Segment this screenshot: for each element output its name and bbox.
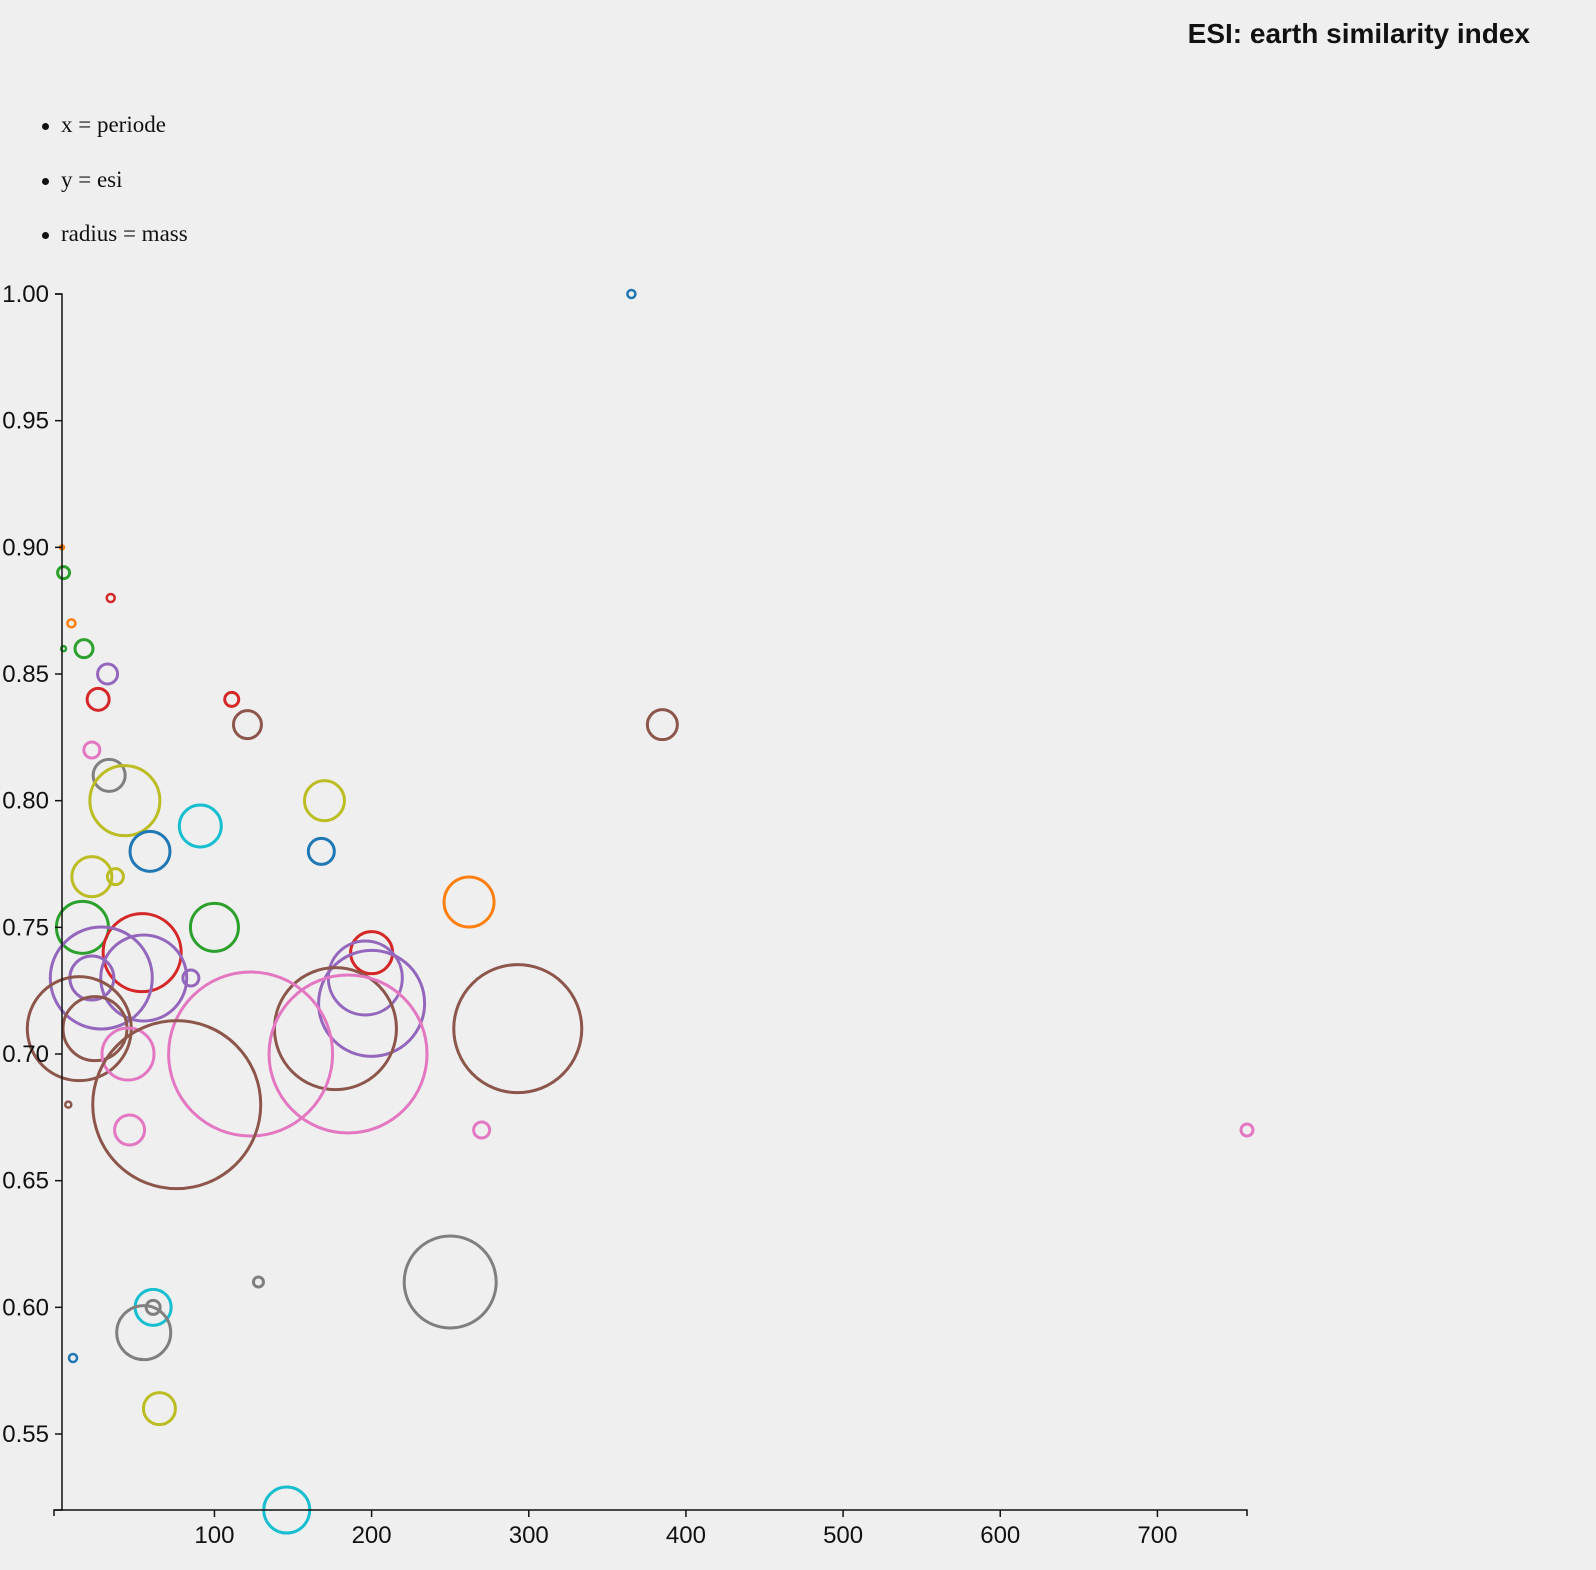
data-point <box>181 968 201 988</box>
data-point <box>442 875 496 929</box>
chart-title: ESI: earth similarity index <box>1187 18 1530 49</box>
data-point <box>91 1019 263 1191</box>
data-point <box>1239 1122 1255 1138</box>
data-point <box>302 779 346 823</box>
data-point <box>128 829 172 873</box>
data-point <box>99 933 189 1023</box>
x-tick-label: 300 <box>509 1522 549 1549</box>
y-tick-label: 0.65 <box>2 1168 49 1195</box>
x-tick-label: 100 <box>194 1522 234 1549</box>
x-tick-label: 500 <box>823 1522 863 1549</box>
data-point <box>223 690 241 708</box>
x-axis-line <box>53 1509 1248 1516</box>
legend-item-radius: radius = mass <box>42 217 188 272</box>
y-tick-label: 0.55 <box>2 1421 49 1448</box>
data-point <box>231 709 263 741</box>
bullet-icon <box>42 123 49 130</box>
bullet-icon <box>42 232 49 239</box>
data-point <box>267 973 429 1135</box>
legend-item-y: y = esi <box>42 163 188 218</box>
data-point <box>472 1120 492 1140</box>
data-point <box>59 644 68 653</box>
data-point <box>626 288 637 300</box>
data-point <box>144 1298 162 1316</box>
data-point <box>402 1234 498 1330</box>
y-tick-label: 1.00 <box>2 281 49 308</box>
data-point <box>48 925 154 1031</box>
data-point <box>141 1391 177 1427</box>
y-tick-label: 0.95 <box>2 408 49 435</box>
y-tick-label: 0.85 <box>2 661 49 688</box>
data-point <box>272 966 398 1092</box>
data-point <box>251 1275 265 1289</box>
data-point <box>113 1113 147 1147</box>
legend-item-x: x = periode <box>42 108 188 163</box>
y-tick-label: 0.60 <box>2 1294 49 1321</box>
data-point <box>645 708 679 742</box>
y-axis: 0.55 0.60 0.65 0.70 0.75 0.80 0.85 0.90 0.95 1.00 <box>2 281 63 1511</box>
x-tick-label: 400 <box>666 1522 706 1549</box>
data-point <box>73 638 95 660</box>
data-point <box>88 764 162 838</box>
data-point <box>177 803 223 849</box>
data-point <box>82 740 102 760</box>
data-point <box>188 901 240 953</box>
legend-item-label: x = periode <box>61 112 166 137</box>
bullet-icon <box>42 177 49 185</box>
legend-item-label: radius = mass <box>61 221 188 246</box>
data-point <box>67 1352 79 1364</box>
data-point <box>85 686 111 712</box>
legend-list: x = periode y = esi radius = mass <box>42 108 188 272</box>
data-point <box>70 855 114 899</box>
y-tick-label: 0.90 <box>2 534 49 561</box>
x-tick-label: 200 <box>352 1522 392 1549</box>
data-point <box>306 836 336 866</box>
y-tick-label: 0.70 <box>2 1041 49 1068</box>
data-point <box>66 618 77 629</box>
y-axis-line <box>55 293 63 1511</box>
data-point <box>452 963 584 1095</box>
data-point <box>101 912 183 994</box>
data-point <box>96 662 120 686</box>
y-tick-label: 0.75 <box>2 914 49 941</box>
bubble-layer <box>25 288 1255 1535</box>
data-point <box>115 1304 173 1362</box>
data-point <box>317 948 427 1058</box>
data-point <box>91 757 127 793</box>
data-point <box>105 592 116 604</box>
data-point <box>167 970 335 1138</box>
legend-item-label: y = esi <box>61 166 123 192</box>
y-tick-label: 0.80 <box>2 788 49 815</box>
x-tick-label: 600 <box>980 1522 1020 1549</box>
data-point <box>100 1026 156 1082</box>
x-tick-label: 700 <box>1137 1522 1177 1549</box>
data-point <box>56 565 72 581</box>
data-point <box>64 1100 73 1109</box>
x-axis: 100 200 300 400 500 600 700 <box>53 1509 1248 1549</box>
data-point <box>105 867 125 887</box>
